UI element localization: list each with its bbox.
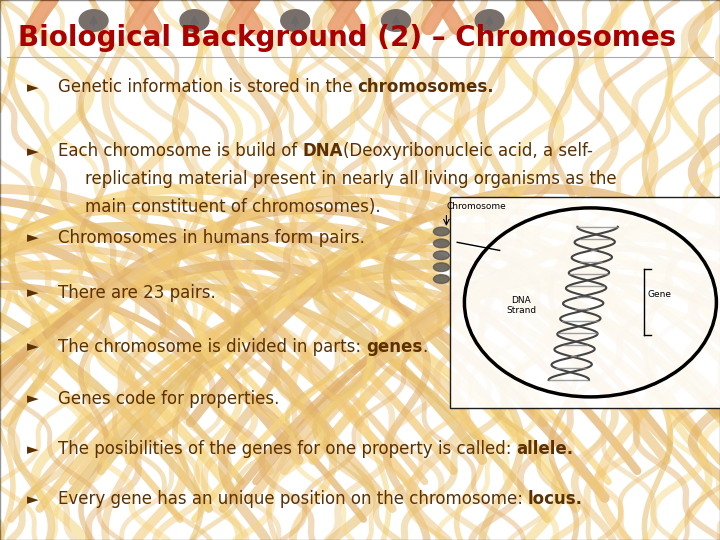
Text: Gene: Gene [647,290,671,299]
Circle shape [180,10,209,31]
Text: main constituent of chromosomes).: main constituent of chromosomes). [85,198,381,217]
Circle shape [475,10,504,31]
FancyBboxPatch shape [450,197,720,408]
Text: .: . [422,338,428,356]
Text: ►: ► [27,230,39,245]
Text: Biological Background (2) – Chromosomes: Biological Background (2) – Chromosomes [18,24,676,52]
Ellipse shape [433,239,449,248]
Text: Genes code for properties.: Genes code for properties. [58,389,279,408]
Text: Chromosomes in humans form pairs.: Chromosomes in humans form pairs. [58,228,364,247]
Text: genes: genes [366,338,422,356]
Text: The posibilities of the genes for one property is called:: The posibilities of the genes for one pr… [58,440,516,458]
Circle shape [281,10,310,31]
Text: Genetic information is stored in the: Genetic information is stored in the [58,78,357,97]
Text: ►: ► [27,339,39,354]
Text: There are 23 pairs.: There are 23 pairs. [58,284,215,302]
Text: ►: ► [27,492,39,507]
Ellipse shape [433,227,449,236]
Text: ►: ► [27,442,39,457]
Circle shape [382,10,410,31]
Text: Each chromosome is build of: Each chromosome is build of [58,142,302,160]
Ellipse shape [433,251,449,260]
Ellipse shape [433,263,449,272]
Text: allele.: allele. [516,440,573,458]
Text: replicating material present in nearly all living organisms as the: replicating material present in nearly a… [85,170,616,188]
Text: (Deoxyribonucleic acid, a self-: (Deoxyribonucleic acid, a self- [343,142,593,160]
Circle shape [79,10,108,31]
Text: DNA
Strand: DNA Strand [506,296,536,315]
Text: ►: ► [27,144,39,159]
Text: Every gene has an unique position on the chromosome:: Every gene has an unique position on the… [58,490,528,509]
Text: The chromosome is divided in parts:: The chromosome is divided in parts: [58,338,366,356]
Text: ►: ► [27,80,39,95]
Ellipse shape [433,275,449,284]
Text: locus.: locus. [528,490,583,509]
Text: DNA: DNA [302,142,343,160]
Text: chromosomes.: chromosomes. [357,78,494,97]
Text: ►: ► [27,285,39,300]
Text: ►: ► [27,391,39,406]
Text: Chromosome: Chromosome [446,202,506,211]
